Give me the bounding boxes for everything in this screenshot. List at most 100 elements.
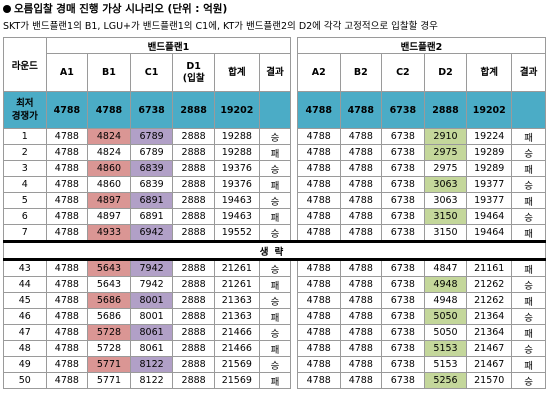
plan2-column-header: D2	[423, 53, 468, 92]
bid-cell: 4788	[45, 324, 89, 341]
bid-cell: 2888	[172, 340, 215, 357]
plan2-column-header: 합계	[466, 53, 513, 92]
minimum-bid-value: 4788	[87, 91, 131, 129]
plan1-column-header: D1 (입찰	[172, 53, 215, 92]
bid-cell: 19288	[213, 128, 260, 145]
bid-cell: 4788	[339, 208, 383, 225]
round-number: 43	[3, 259, 47, 277]
result-cell: 승	[258, 160, 292, 177]
bid-cell: 6738	[381, 324, 425, 341]
bid-cell: 4788	[296, 292, 341, 309]
bid-cell: 6738	[381, 340, 425, 357]
bid-cell: 21363	[213, 292, 260, 309]
bid-cell: 4788	[45, 259, 89, 277]
bid-cell: 21570	[466, 372, 513, 389]
bid-cell: 4788	[339, 259, 383, 277]
result-cell: 패	[258, 144, 292, 161]
column-gap	[290, 144, 298, 161]
minimum-bid-row: 최저 경쟁가 4788 4788 6738 2888 19202 4788 4788 6738 28…	[3, 91, 546, 129]
column-gap	[290, 176, 298, 193]
plan2-column-header: B2	[339, 53, 383, 92]
bid-cell: 4788	[339, 324, 383, 341]
table-row: 43 4788 5643 7942 2888 21261 승 4788 4788 6738 4847…	[3, 259, 546, 277]
result-cell: 승	[511, 340, 546, 357]
result-cell: 승	[258, 292, 292, 309]
result-cell: 승	[511, 176, 546, 193]
bid-cell: 21261	[213, 276, 260, 293]
minimum-bid-value: 4788	[296, 91, 341, 129]
result-cell: 승	[511, 144, 546, 161]
bid-cell: 4897	[87, 192, 131, 209]
plan1-column-header: 결과	[258, 53, 292, 92]
result-cell: 승	[511, 308, 546, 325]
plan1-column-header: 합계	[213, 53, 260, 92]
bid-cell: 19464	[466, 208, 513, 225]
bid-cell: 4788	[339, 224, 383, 242]
bid-cell: 2888	[172, 308, 215, 325]
column-gap	[290, 324, 298, 341]
bid-cell: 8001	[129, 308, 174, 325]
bid-cell: 6738	[381, 144, 425, 161]
table-row: 46 4788 5686 8001 2888 21363 패 4788 4788 6738 5050…	[3, 308, 546, 325]
column-gap	[290, 160, 298, 177]
page-title-text: 오름입찰 경매 진행 가상 시나리오 (단위 : 억원)	[14, 3, 228, 15]
result-cell: 승	[258, 224, 292, 242]
round-number: 7	[3, 224, 47, 242]
result-cell: 승	[511, 276, 546, 293]
bid-cell: 21262	[466, 292, 513, 309]
table-row: 47 4788 5728 8061 2888 21466 승 4788 4788 6738 5050…	[3, 324, 546, 341]
minimum-bid-value: 6738	[129, 91, 174, 129]
result-cell: 패	[511, 324, 546, 341]
bullet-icon	[3, 4, 11, 13]
table-row: 49 4788 5771 8122 2888 21569 승 4788 4788 6738 5153…	[3, 356, 546, 373]
column-gap	[290, 308, 298, 325]
bid-cell: 4788	[296, 308, 341, 325]
result-cell: 승	[258, 356, 292, 373]
bid-cell: 4788	[45, 176, 89, 193]
bid-cell: 4788	[339, 144, 383, 161]
auction-table: 라운드 밴드플랜1 밴드플랜2 A1 B1 C1 D1 (입찰 합계 결과 A2 B2 C2 D2 합계 결과…	[3, 37, 547, 389]
round-number: 46	[3, 308, 47, 325]
round-number: 47	[3, 324, 47, 341]
column-gap	[290, 259, 298, 277]
bid-cell: 5643	[87, 276, 131, 293]
omitted-label: 생략	[3, 240, 546, 261]
bid-cell: 4788	[45, 340, 89, 357]
bid-cell: 4847	[423, 259, 468, 277]
table-row: 6 4788 4897 6891 2888 19463 패 4788 4788 6738 3150 1…	[3, 208, 546, 225]
column-gap	[290, 276, 298, 293]
column-gap	[290, 91, 298, 129]
bid-cell: 8061	[129, 324, 174, 341]
bid-cell: 2910	[423, 128, 468, 145]
bid-cell: 4788	[45, 128, 89, 145]
plan2-column-header: A2	[296, 53, 341, 92]
round-number: 44	[3, 276, 47, 293]
bid-cell: 2888	[172, 208, 215, 225]
bid-cell: 5256	[423, 372, 468, 389]
bid-cell: 3150	[423, 208, 468, 225]
bid-cell: 5771	[87, 372, 131, 389]
round-number: 5	[3, 192, 47, 209]
bid-cell: 5050	[423, 324, 468, 341]
bid-cell: 4788	[45, 292, 89, 309]
bid-cell: 2888	[172, 224, 215, 242]
plan1-column-header: B1	[87, 53, 131, 92]
result-cell: 패	[258, 340, 292, 357]
plan2-column-header: 결과	[511, 53, 546, 92]
bid-cell: 2888	[172, 292, 215, 309]
bid-cell: 3063	[423, 176, 468, 193]
bid-cell: 21467	[466, 340, 513, 357]
bid-cell: 21363	[213, 308, 260, 325]
bid-cell: 4788	[339, 160, 383, 177]
table-row: 50 4788 5771 8122 2888 21569 패 4788 4788 6738 5256…	[3, 372, 546, 389]
bid-cell: 4788	[45, 224, 89, 242]
bid-cell: 4788	[296, 160, 341, 177]
table-row: 45 4788 5686 8001 2888 21363 승 4788 4788 6738 4948…	[3, 292, 546, 309]
result-cell: 패	[511, 224, 546, 242]
bid-cell: 19463	[213, 208, 260, 225]
bid-cell: 2888	[172, 259, 215, 277]
result-cell: 패	[511, 259, 546, 277]
round-number: 6	[3, 208, 47, 225]
bid-cell: 19288	[213, 144, 260, 161]
round-number: 4	[3, 176, 47, 193]
